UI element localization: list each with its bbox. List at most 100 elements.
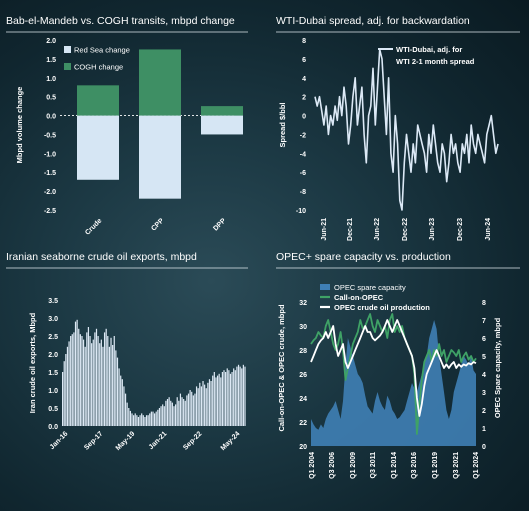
chart2-x-tick-label: Jun-23	[429, 218, 436, 241]
chart3-bar	[82, 339, 85, 426]
chart2-x-tick-label: Jun-22	[374, 218, 381, 241]
chart3-bar	[178, 400, 180, 426]
chart2-x-tick-label: Dec-23	[457, 218, 464, 241]
chart3-bar	[174, 404, 177, 426]
chart3-bar	[242, 364, 244, 426]
chart3-bar	[186, 395, 188, 426]
chart2-ytick-label: 4	[302, 76, 306, 83]
chart3-bar	[202, 381, 204, 426]
chart3-bar	[216, 375, 219, 426]
chart3-bar	[150, 411, 152, 426]
chart3-bar	[84, 346, 86, 426]
chart2-legend-label: WTI-Dubai, adj. for	[396, 45, 462, 54]
chart3-bar	[170, 400, 172, 426]
chart4-x-tick-label: Q1 2024	[473, 452, 480, 479]
chart4-right-ytick-label: 7	[482, 318, 486, 325]
chart1-title: Bab-el-Mandeb vs. COGH transits, mbpd ch…	[6, 15, 235, 27]
chart1-ytick-label: 1.5	[46, 57, 56, 64]
chart3-bar	[237, 364, 240, 426]
chart3-ytick-label: 1.0	[48, 388, 58, 395]
chart3-bar	[176, 397, 178, 426]
chart3-bar	[241, 368, 243, 426]
chart2-ytick-label: -4	[300, 151, 306, 158]
chart3-bar	[192, 395, 194, 426]
chart2-ytick-label: -2	[300, 132, 306, 139]
chart3-bar	[102, 346, 104, 426]
chart1-category-label: CPP	[150, 217, 165, 232]
chart3-x-tick-label: May-19	[115, 430, 137, 452]
chart3-bar	[189, 390, 191, 426]
chart4-left-ytick-label: 32	[299, 300, 307, 307]
chart1-bar-red-sea	[77, 115, 119, 180]
chart3-bar	[231, 372, 233, 426]
chart3-bar	[162, 404, 164, 426]
chart3-ytick-label: 0.5	[48, 406, 58, 413]
chart3-bar	[100, 339, 102, 426]
chart1-ytick-label: 0.0	[46, 114, 56, 121]
chart3-bar	[152, 411, 154, 426]
chart3-title: Iranian seaborne crude oil exports, mbpd	[6, 251, 197, 263]
chart3-bar	[141, 413, 143, 426]
chart3-bar	[144, 417, 146, 426]
chart3-bar	[87, 327, 90, 426]
chart1-bar-cogh	[201, 106, 243, 116]
chart3-bar	[129, 410, 131, 426]
chart1-ytick-label: 2.0	[46, 38, 56, 45]
chart4-x-tick-label: Q1 2014	[391, 452, 398, 479]
chart4-left-ytick-label: 26	[299, 372, 307, 379]
chart1-ytick-label: -2.5	[44, 208, 56, 215]
chart3-ytick-label: 0.0	[48, 424, 58, 431]
chart1-category-label: Crude	[84, 217, 103, 236]
chart3-bar	[226, 368, 228, 426]
chart4-legend-swatch	[320, 284, 330, 290]
chart3-bar	[78, 328, 80, 426]
chart3-ytick-label: 3.0	[48, 316, 58, 323]
chart3-bar	[179, 393, 182, 426]
chart4-right-ytick-label: 2	[482, 408, 486, 415]
chart3-bar	[195, 386, 198, 426]
chart3-bar	[194, 393, 196, 426]
chart2-ytick-label: -8	[300, 189, 306, 196]
chart1-legend-label: COGH change	[74, 63, 123, 72]
chart4-right-ytick-label: 1	[482, 426, 486, 433]
chart4-left-ytick-label: 20	[299, 444, 307, 451]
chart2-title: WTI-Dubai spread, adj. for backwardation	[276, 15, 470, 27]
chart2-legend-label: WTI 2-1 month spread	[396, 57, 475, 66]
chart3-bar	[221, 372, 223, 426]
chart4-left-ytick-label: 30	[299, 324, 307, 331]
chart3-ytick-label: 2.5	[48, 334, 58, 341]
chart4-left-ytick-label: 22	[299, 420, 307, 427]
chart3-bar	[154, 413, 156, 426]
chart4-right-ytick-label: 8	[482, 300, 486, 307]
chart3-bar	[228, 370, 230, 426]
chart3-bar	[142, 415, 144, 426]
chart1-legend-swatch	[64, 63, 71, 70]
chart4-call-on-opec-line	[310, 313, 477, 435]
chart3-bar	[187, 393, 190, 426]
chart1-ytick-label: 0.5	[46, 95, 56, 102]
chart3-bar	[116, 357, 119, 426]
chart1-bar-cogh	[139, 49, 181, 116]
chart1-category-label: DPP	[212, 217, 227, 232]
chart3-bar	[213, 372, 215, 426]
chart4-opec-production-line	[310, 319, 477, 417]
chart3-bar	[137, 417, 140, 426]
chart1-ytick-label: -1.0	[44, 151, 56, 158]
chart3-bar	[94, 332, 96, 426]
chart3-bar	[92, 339, 94, 426]
chart3-bar	[239, 366, 241, 426]
chart3-bar	[113, 336, 115, 426]
chart3-bar	[183, 399, 185, 426]
chart3-bar	[121, 379, 123, 426]
chart1-ytick-label: 1.0	[46, 76, 56, 83]
chart4-right-ytick-label: 6	[482, 336, 486, 343]
chart3-bar	[71, 334, 73, 426]
chart4-x-tick-label: Q3 2016	[411, 452, 418, 479]
chart4-right-ytick-label: 5	[482, 354, 486, 361]
chart3-bar	[68, 341, 70, 426]
chart1-ytick-label: -1.5	[44, 170, 56, 177]
chart3-bar	[105, 328, 107, 426]
chart3-ytick-label: 1.5	[48, 370, 58, 377]
